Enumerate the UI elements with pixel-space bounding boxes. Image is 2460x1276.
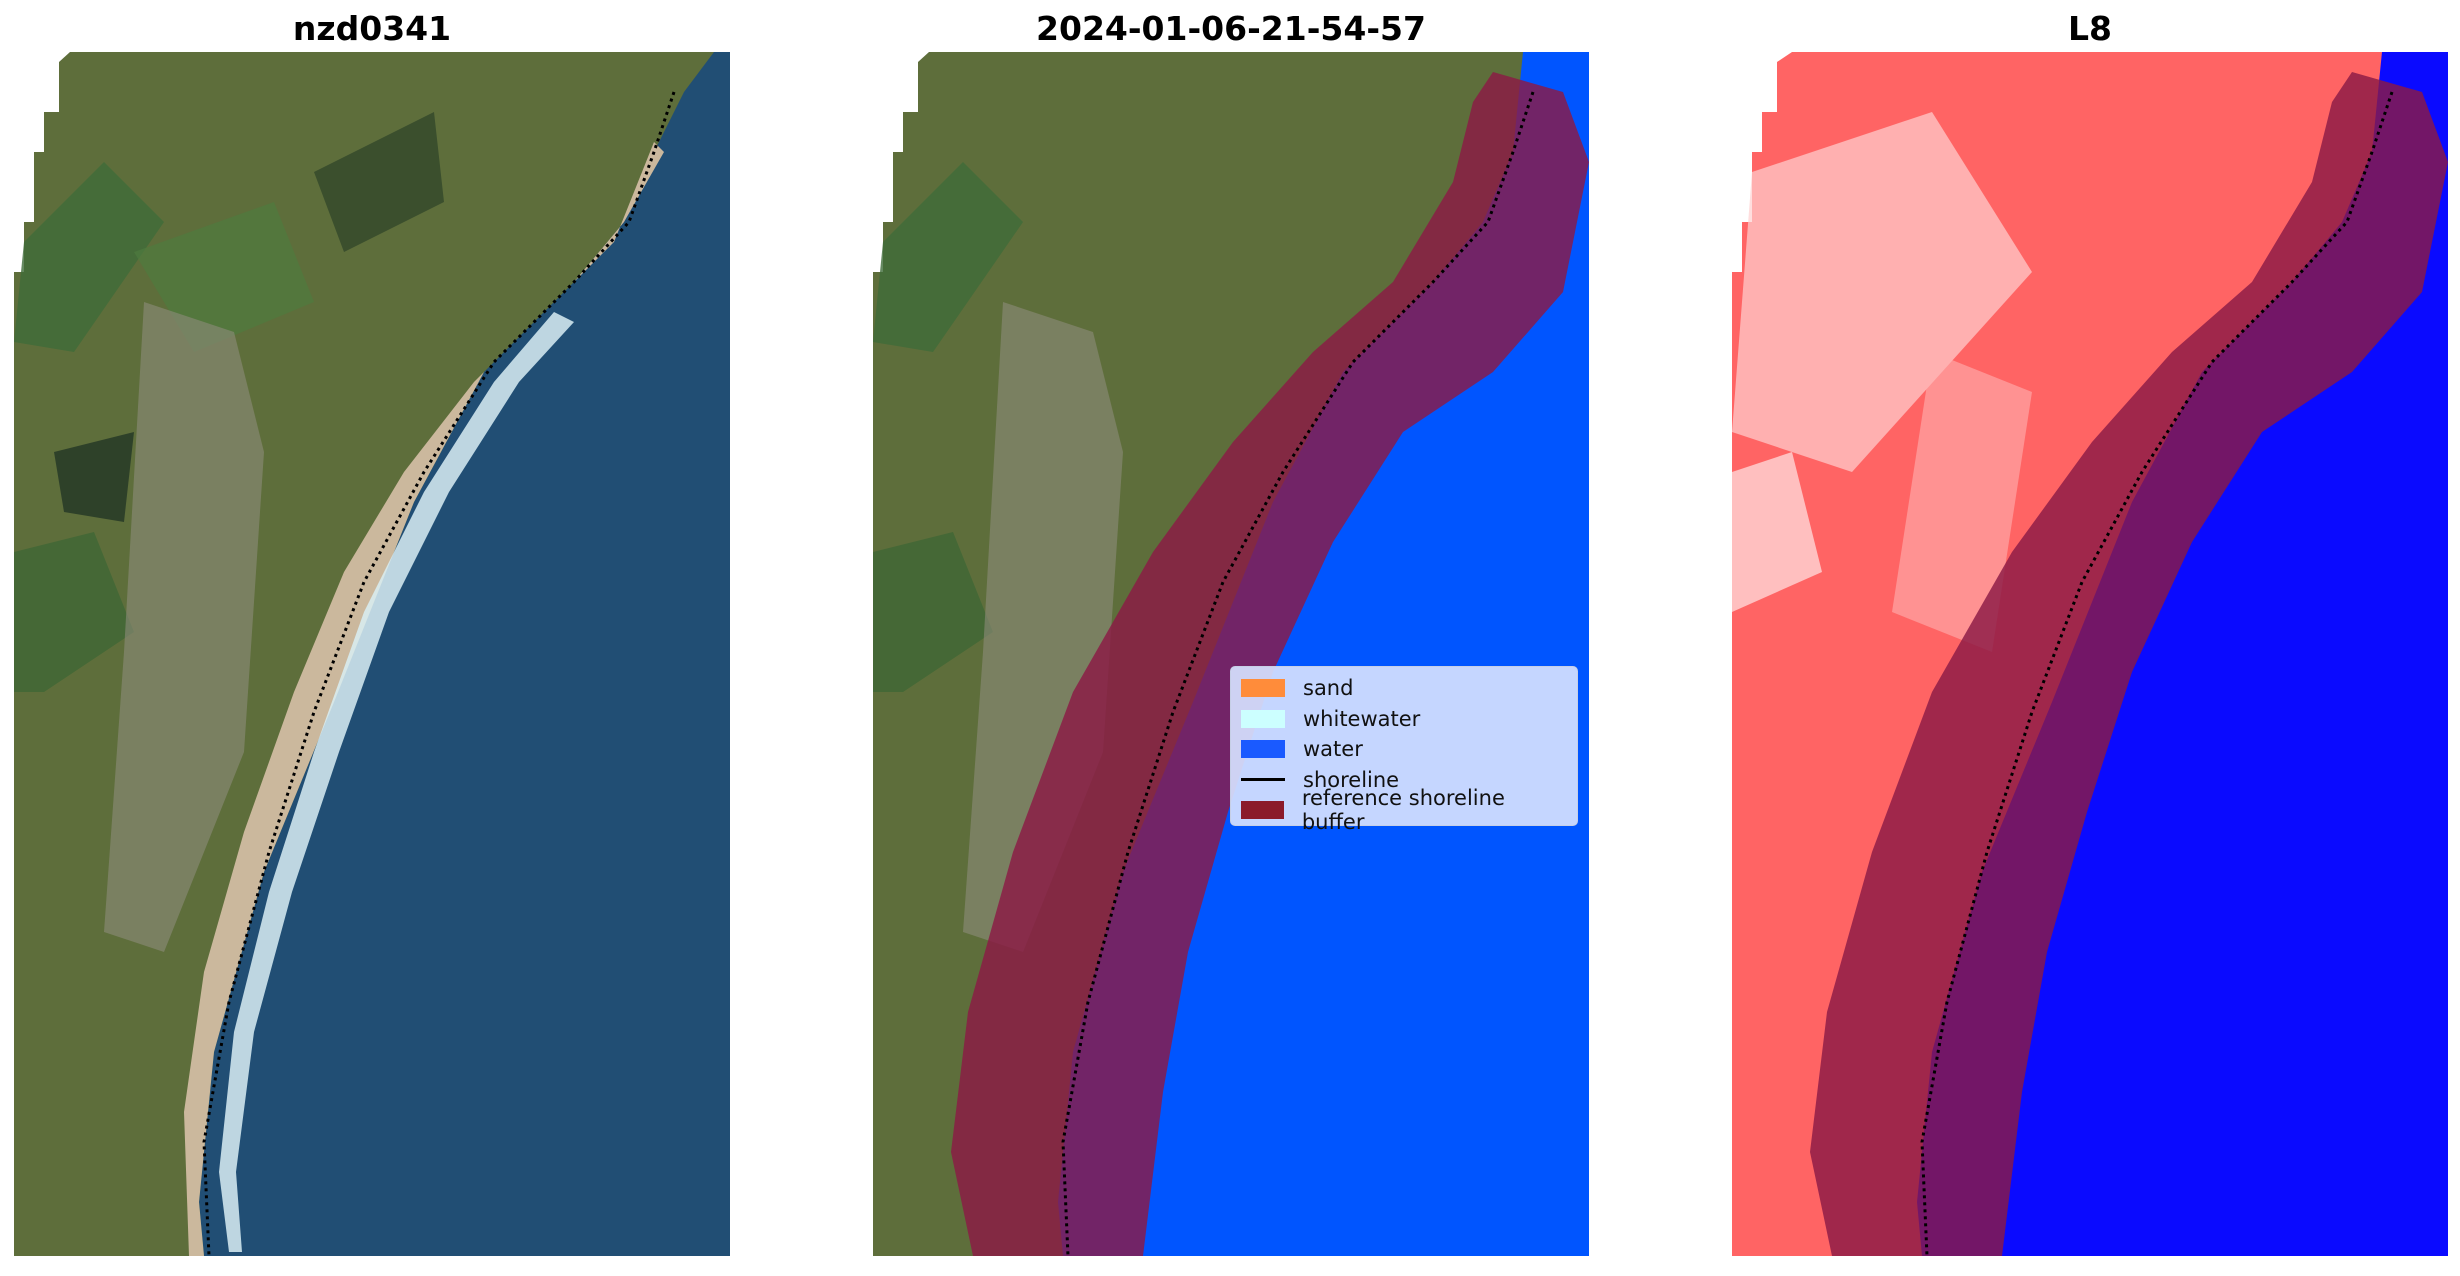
legend-item-shoreline: shoreline <box>1241 765 1567 796</box>
shoreline-line-swatch <box>1241 778 1285 782</box>
sand-swatch <box>1241 679 1285 698</box>
buffer-swatch <box>1241 801 1284 820</box>
legend-label: whitewater <box>1303 706 1421 731</box>
legend-item-buffer: reference shoreline buffer <box>1241 786 1567 834</box>
legend-label: sand <box>1303 676 1354 701</box>
legend-label: shoreline <box>1303 767 1400 792</box>
satellite-rgb-image <box>14 52 730 1256</box>
legend-item-whitewater: whitewater <box>1241 704 1567 735</box>
panel-title-1: nzd0341 <box>292 9 452 48</box>
panel-title-2: 2024-01-06-21-54-57 <box>1036 9 1426 48</box>
whitewater-swatch <box>1241 709 1285 728</box>
classified-image <box>873 52 1589 1256</box>
legend-label: water <box>1303 737 1363 762</box>
legend-item-water: water <box>1241 734 1567 765</box>
panel-title-3: L8 <box>2068 9 2112 48</box>
index-image <box>1732 52 2448 1256</box>
water-swatch <box>1241 740 1285 759</box>
legend-label: reference shoreline buffer <box>1301 786 1505 835</box>
legend-item-sand: sand <box>1241 673 1567 704</box>
legend: sand whitewater water shoreline referenc… <box>1230 666 1578 834</box>
